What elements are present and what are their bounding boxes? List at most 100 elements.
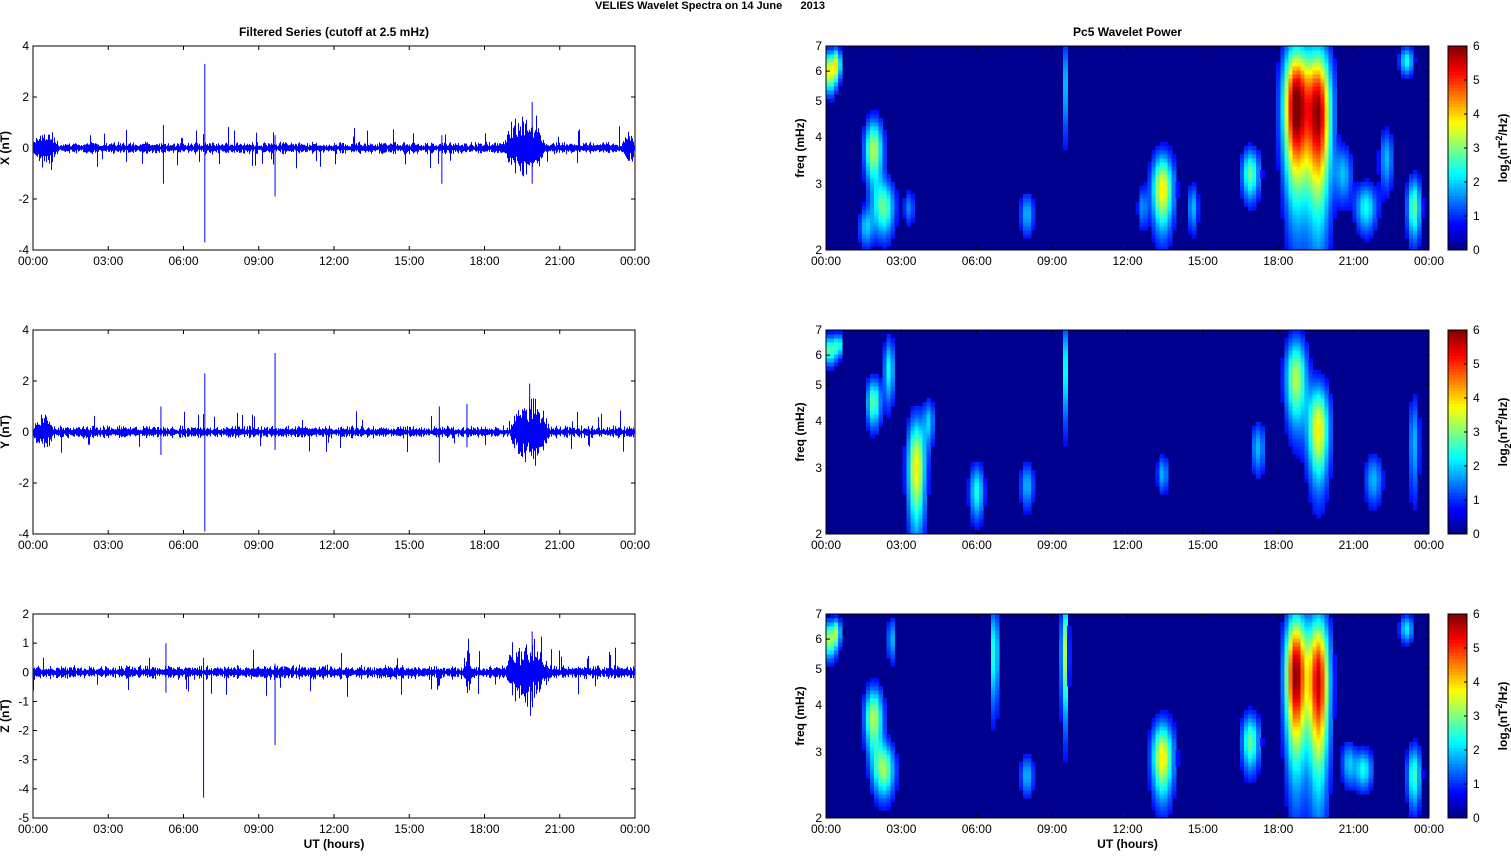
heat-cell bbox=[974, 498, 980, 503]
heat-cell bbox=[1420, 198, 1426, 203]
colorbar-segment bbox=[1448, 243, 1467, 248]
heat-cell bbox=[1320, 498, 1326, 503]
heat-cell bbox=[1312, 166, 1318, 171]
heat-cell bbox=[834, 330, 839, 335]
heat-cell bbox=[1316, 682, 1322, 687]
heat-cell bbox=[1320, 162, 1326, 167]
heat-cell bbox=[866, 770, 871, 775]
heat-cell bbox=[1296, 810, 1301, 815]
heat-cell bbox=[882, 786, 887, 791]
heat-cell bbox=[1324, 770, 1330, 775]
heat-cell bbox=[1252, 462, 1257, 467]
heat-cell bbox=[1328, 398, 1334, 403]
heat-cell bbox=[1308, 234, 1314, 239]
heat-cell bbox=[1304, 778, 1309, 783]
heat-cell bbox=[1312, 426, 1318, 431]
heat-cell bbox=[1296, 194, 1301, 199]
heat-cell bbox=[1292, 406, 1297, 411]
heat-cell bbox=[1252, 426, 1257, 431]
heat-cell bbox=[1324, 618, 1330, 623]
heat-cell bbox=[1416, 454, 1422, 459]
heat-cell bbox=[834, 638, 839, 643]
heat-cell bbox=[1155, 786, 1161, 791]
heat-cell bbox=[1292, 130, 1297, 135]
heat-cell bbox=[1280, 190, 1285, 195]
colorbar-segment bbox=[1448, 154, 1467, 159]
heat-cell bbox=[1368, 198, 1374, 203]
colorbar-segment bbox=[1448, 483, 1467, 487]
heat-cell bbox=[1159, 182, 1165, 187]
heat-cell bbox=[970, 510, 976, 515]
heat-cell bbox=[1320, 166, 1326, 171]
heat-cell bbox=[978, 510, 984, 515]
heat-cell bbox=[1320, 382, 1326, 387]
heat-cell bbox=[862, 206, 867, 211]
heat-cell bbox=[1332, 74, 1338, 79]
heat-cell bbox=[1328, 198, 1334, 203]
heat-cell bbox=[890, 398, 895, 403]
heat-cell bbox=[1332, 130, 1338, 135]
x-tick-label: 03:00 bbox=[93, 822, 123, 836]
heat-cell bbox=[870, 710, 875, 715]
heat-cell bbox=[866, 722, 871, 727]
heat-cell bbox=[1408, 226, 1414, 231]
heat-cell bbox=[1304, 354, 1309, 359]
heat-cell bbox=[1284, 58, 1289, 63]
heat-cell bbox=[1296, 746, 1301, 751]
heat-cell bbox=[914, 510, 920, 515]
colorbar: 6543210log2(nT2/Hz) bbox=[1447, 323, 1511, 541]
heat-cell bbox=[1380, 158, 1386, 163]
heat-cell bbox=[870, 726, 875, 731]
heat-cell bbox=[1163, 774, 1169, 779]
heat-cell bbox=[1063, 134, 1068, 139]
heat-cell bbox=[1027, 202, 1032, 207]
heat-cell bbox=[1292, 350, 1297, 355]
heat-cell bbox=[1288, 150, 1293, 155]
heat-cell bbox=[1031, 766, 1036, 771]
heat-cell bbox=[1408, 774, 1414, 779]
heat-cell bbox=[1336, 162, 1342, 167]
heat-cell bbox=[882, 214, 887, 219]
heat-cell bbox=[1324, 810, 1330, 815]
heat-cell bbox=[1320, 634, 1326, 639]
colorbar-tick-label: 0 bbox=[1473, 527, 1480, 541]
heat-cell bbox=[1304, 626, 1309, 631]
heat-cell bbox=[1031, 474, 1036, 479]
colorbar-segment bbox=[1448, 754, 1467, 758]
heat-cell bbox=[1304, 774, 1309, 779]
heat-cell bbox=[1063, 382, 1068, 387]
colorbar-segment bbox=[1448, 144, 1467, 149]
heat-cell bbox=[1356, 226, 1362, 231]
heat-cell bbox=[1159, 754, 1165, 759]
heat-cell bbox=[1292, 746, 1297, 751]
heat-cell bbox=[874, 774, 879, 779]
heat-cell bbox=[1300, 222, 1305, 227]
heat-cell bbox=[1408, 58, 1414, 63]
x-tick-label: 00:00 bbox=[18, 822, 48, 836]
heat-cell bbox=[910, 426, 916, 431]
heat-cell bbox=[878, 686, 883, 691]
heat-cell bbox=[1320, 446, 1326, 451]
heat-cell bbox=[834, 614, 839, 619]
heat-cell bbox=[1300, 430, 1305, 435]
heat-cell bbox=[1412, 742, 1418, 747]
heat-cell bbox=[1320, 706, 1326, 711]
heat-cell bbox=[970, 518, 976, 523]
heat-cell bbox=[1256, 186, 1261, 191]
heat-cell bbox=[890, 358, 895, 363]
heat-cell bbox=[1316, 154, 1322, 159]
heat-cell bbox=[1063, 374, 1068, 379]
heat-cell bbox=[1320, 654, 1326, 659]
heat-cell bbox=[1312, 134, 1318, 139]
heat-cell bbox=[1324, 710, 1330, 715]
colorbar-segment bbox=[1448, 406, 1467, 411]
heat-cell bbox=[870, 234, 875, 239]
heat-cell bbox=[866, 202, 871, 207]
heat-cell bbox=[1059, 630, 1064, 635]
heat-cell bbox=[1312, 374, 1318, 379]
heat-cell bbox=[994, 710, 1000, 715]
heat-cell bbox=[874, 114, 879, 119]
heat-cell bbox=[1412, 218, 1418, 223]
heat-cell bbox=[1256, 450, 1261, 455]
heat-cell bbox=[1252, 778, 1257, 783]
